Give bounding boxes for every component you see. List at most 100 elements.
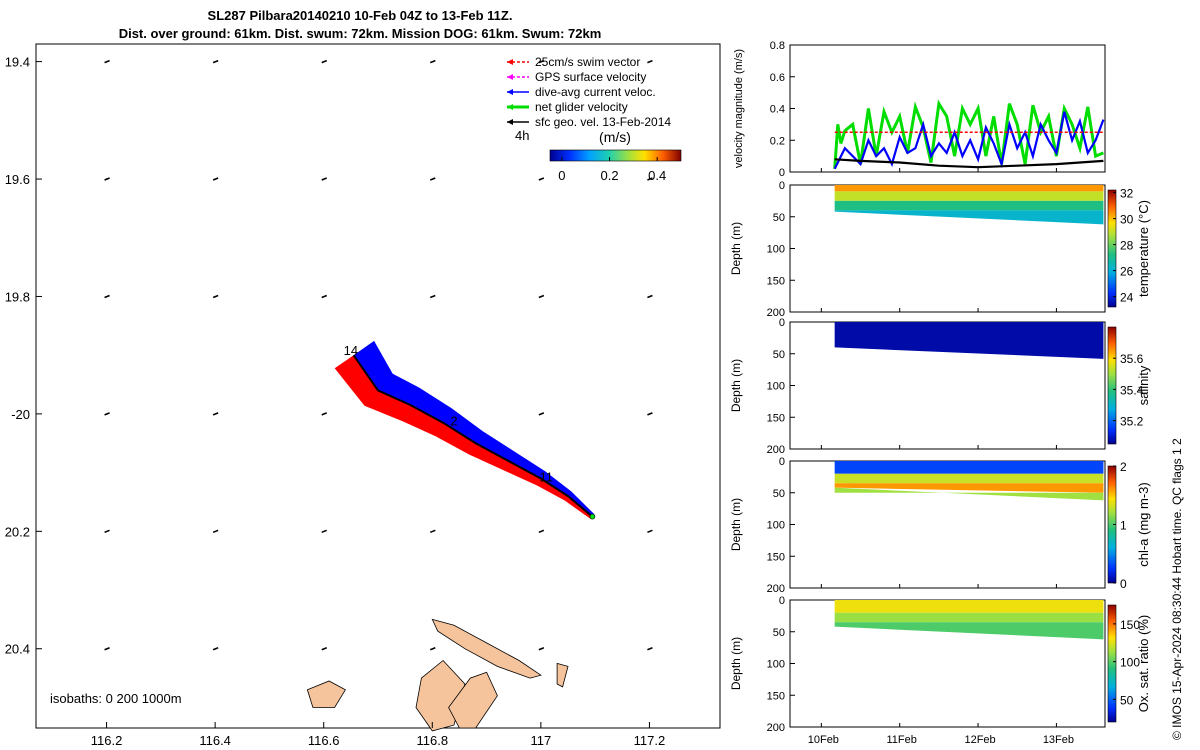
map-colorbar-ticks: 0 0.2 0.4 bbox=[558, 157, 666, 183]
section-data-layer bbox=[834, 185, 1104, 192]
geo-velocity-vector bbox=[429, 646, 436, 651]
section-colorbar-tick-label: 24 bbox=[1120, 291, 1134, 305]
island-shape bbox=[448, 671, 498, 729]
geo-velocity-vector bbox=[538, 529, 545, 534]
section-y-tick-label: 0 bbox=[779, 317, 785, 329]
section-colorbar-label: chl-a (mg m-3) bbox=[1136, 482, 1151, 567]
section-y-tick-label: 150 bbox=[767, 551, 785, 563]
island-shape bbox=[556, 662, 569, 688]
map-colorbar-tick-label: 0.2 bbox=[601, 168, 619, 183]
velocity-series-net_glider bbox=[833, 99, 1104, 169]
figure-title-line2: Dist. over ground: 61km. Dist. swum: 72k… bbox=[118, 26, 602, 41]
legend-label-sfc_geo: sfc geo. vel. 13-Feb-2014 bbox=[535, 115, 671, 129]
section-data-layer bbox=[834, 612, 1104, 623]
section-colorbar-tick-label: 35.4 bbox=[1120, 383, 1144, 397]
geo-velocity-vector bbox=[538, 177, 545, 181]
glider-track-line bbox=[352, 354, 594, 518]
velocity-y-tick-label: 0.2 bbox=[770, 135, 785, 147]
section-data-layer bbox=[834, 473, 1104, 484]
geo-velocity-vector bbox=[104, 529, 110, 534]
legend-arrowhead-swim bbox=[507, 59, 513, 65]
section-data-layer bbox=[834, 191, 1104, 201]
section-colorbar-label: Ox. sat. ratio (%) bbox=[1136, 615, 1151, 713]
colorbar-title: (m/s) bbox=[599, 129, 631, 145]
track-end-marker bbox=[589, 513, 596, 520]
map-colorbar-tick-label: 0.4 bbox=[648, 168, 666, 183]
track-swim-vectors bbox=[334, 355, 593, 519]
map-y-tick-label: 20.2 bbox=[5, 524, 30, 539]
island-shape bbox=[431, 618, 542, 679]
geo-velocity-vector bbox=[647, 294, 653, 299]
section-data-layer bbox=[834, 322, 1104, 359]
map-x-tick-label: 116.6 bbox=[308, 733, 340, 748]
section-colorbar-tick-label: 1 bbox=[1120, 519, 1127, 533]
section-colorbar bbox=[1107, 326, 1117, 445]
section-colorbar-label: temperature (°C) bbox=[1136, 200, 1151, 297]
section-y-tick-label: 100 bbox=[767, 381, 785, 393]
date-x-tick-label: 11Feb bbox=[887, 734, 917, 746]
track-time-label: 11 bbox=[540, 469, 554, 484]
section-data-layer bbox=[834, 600, 1104, 613]
geo-velocity-vector bbox=[104, 412, 110, 416]
geo-velocity-vector bbox=[538, 412, 545, 416]
geo-velocity-vector bbox=[647, 412, 653, 416]
geo-velocity-vector bbox=[104, 294, 110, 299]
geo-velocity-vector bbox=[429, 177, 436, 181]
section-y-tick-label: 50 bbox=[773, 488, 785, 500]
geo-velocity-vector bbox=[647, 529, 653, 534]
section-colorbar-tick-label: 30 bbox=[1120, 213, 1134, 227]
geo-velocity-vector bbox=[212, 177, 219, 181]
legend-arrowhead-gps bbox=[507, 74, 513, 80]
geo-velocity-vector bbox=[647, 177, 653, 181]
section-colorbar-tick-label: 32 bbox=[1120, 187, 1134, 201]
section-colorbar-tick-label: 2 bbox=[1120, 460, 1127, 474]
map-geo-vectors bbox=[104, 59, 653, 651]
section-colorbar-tick-label: 26 bbox=[1120, 265, 1134, 279]
section-data-layer bbox=[834, 487, 1104, 501]
section-y-tick-label: 0 bbox=[779, 456, 785, 468]
section-y-tick-label: 50 bbox=[773, 212, 785, 224]
section-colorbar-tick-label: 0 bbox=[1120, 577, 1127, 591]
section-y-tick-label: 100 bbox=[767, 520, 785, 532]
velocity-series-sfc_geo bbox=[834, 158, 1104, 169]
section-y-tick-label: 150 bbox=[767, 412, 785, 424]
section-y-tick-label: 150 bbox=[767, 275, 785, 287]
geo-velocity-vector bbox=[321, 646, 328, 651]
section-data-layer bbox=[834, 210, 1104, 225]
geo-velocity-vector bbox=[647, 59, 653, 64]
map-colorbar bbox=[549, 149, 682, 162]
section-y-label: Depth (m) bbox=[729, 637, 743, 690]
map-colorbar-tick-label: 0 bbox=[558, 168, 565, 183]
map-y-tick-label: 19.4 bbox=[5, 55, 30, 70]
section-colorbar-tick-label: 35.2 bbox=[1120, 415, 1144, 429]
geo-velocity-vector bbox=[647, 646, 653, 651]
section-y-label: Depth (m) bbox=[729, 359, 743, 412]
geo-velocity-vector bbox=[104, 646, 110, 651]
chlorophyll-panel: 0 50 100 150 200 Depth (m) 0 1 2 chl-a (mg m-3) bbox=[729, 456, 1151, 595]
geo-velocity-vector bbox=[212, 412, 219, 416]
section-y-tick-label: 200 bbox=[767, 307, 785, 319]
isobath-note: isobaths: 0 200 1000m bbox=[50, 691, 182, 706]
geo-velocity-vector bbox=[212, 646, 219, 651]
legend-label-dive_avg: dive-avg current veloc. bbox=[535, 85, 656, 99]
section-colorbar-label: salinity bbox=[1136, 365, 1151, 405]
map-y-ticks: 19.4 19.6 19.8 -20 20.2 20.4 bbox=[5, 55, 42, 657]
section-y-tick-label: 100 bbox=[767, 244, 785, 256]
map-x-tick-label: 117 bbox=[530, 733, 551, 748]
section-y-tick-label: 50 bbox=[773, 627, 785, 639]
geo-velocity-vector bbox=[321, 529, 328, 534]
geo-velocity-vector bbox=[212, 294, 219, 299]
geo-velocity-vector bbox=[321, 412, 328, 416]
map-track-labels: 14 2 11 bbox=[344, 343, 553, 484]
velocity-y-label: velocity magnitude (m/s) bbox=[733, 49, 745, 168]
geo-velocity-vector bbox=[429, 294, 436, 299]
figure-title-line1: SL287 Pilbara20140210 10-Feb 04Z to 13-F… bbox=[207, 8, 513, 23]
velocity-y-tick-label: 0.4 bbox=[770, 104, 785, 116]
legend-label-net_glider: net glider velocity bbox=[535, 100, 628, 114]
section-data-layer bbox=[834, 622, 1104, 640]
section-y-tick-label: 100 bbox=[767, 659, 785, 671]
section-data-layer bbox=[834, 483, 1104, 493]
velocity-series-dive_avg bbox=[833, 111, 1105, 170]
